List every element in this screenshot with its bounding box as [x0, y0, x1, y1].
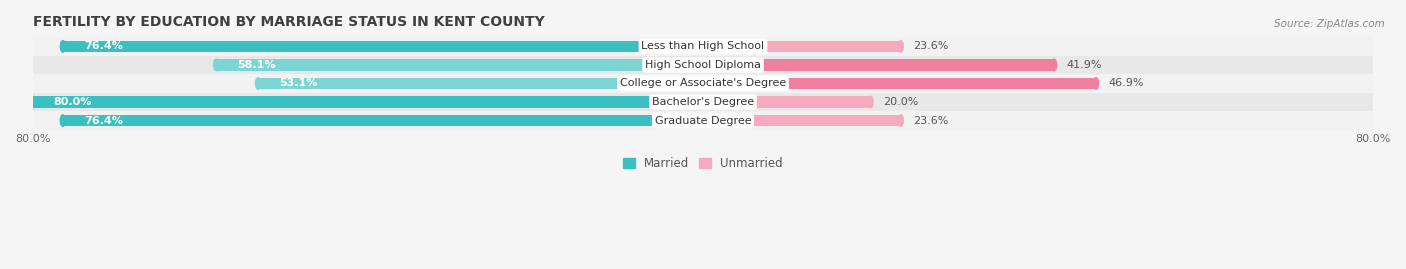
- Text: Source: ZipAtlas.com: Source: ZipAtlas.com: [1274, 19, 1385, 29]
- Text: 76.4%: 76.4%: [84, 116, 122, 126]
- Bar: [703, 115, 901, 126]
- Text: 76.4%: 76.4%: [84, 41, 122, 51]
- Bar: [63, 115, 703, 126]
- Circle shape: [898, 115, 903, 126]
- Text: High School Diploma: High School Diploma: [645, 60, 761, 70]
- Bar: [703, 41, 901, 52]
- Circle shape: [214, 59, 219, 71]
- Text: 46.9%: 46.9%: [1108, 79, 1144, 89]
- Bar: [217, 59, 703, 71]
- Circle shape: [1052, 59, 1057, 71]
- Bar: [699, 115, 707, 126]
- Bar: [32, 74, 1374, 93]
- Bar: [699, 96, 707, 108]
- Bar: [699, 41, 707, 52]
- Text: FERTILITY BY EDUCATION BY MARRIAGE STATUS IN KENT COUNTY: FERTILITY BY EDUCATION BY MARRIAGE STATU…: [32, 15, 544, 29]
- Bar: [699, 59, 707, 71]
- Text: 41.9%: 41.9%: [1067, 60, 1102, 70]
- Text: 20.0%: 20.0%: [883, 97, 918, 107]
- Bar: [32, 56, 1374, 74]
- Text: Graduate Degree: Graduate Degree: [655, 116, 751, 126]
- Circle shape: [30, 96, 35, 108]
- Bar: [699, 78, 707, 89]
- Text: College or Associate's Degree: College or Associate's Degree: [620, 79, 786, 89]
- Bar: [703, 96, 870, 108]
- Bar: [32, 96, 703, 108]
- Circle shape: [898, 41, 903, 52]
- Circle shape: [256, 78, 260, 89]
- Text: 53.1%: 53.1%: [278, 79, 318, 89]
- Bar: [703, 78, 1095, 89]
- Text: 23.6%: 23.6%: [914, 41, 949, 51]
- Circle shape: [868, 96, 873, 108]
- Circle shape: [60, 41, 66, 52]
- Circle shape: [1094, 78, 1098, 89]
- Legend: Married, Unmarried: Married, Unmarried: [619, 153, 787, 175]
- Text: 23.6%: 23.6%: [914, 116, 949, 126]
- Text: 80.0%: 80.0%: [53, 97, 91, 107]
- Bar: [259, 78, 703, 89]
- Text: Less than High School: Less than High School: [641, 41, 765, 51]
- Text: Bachelor's Degree: Bachelor's Degree: [652, 97, 754, 107]
- Bar: [703, 59, 1054, 71]
- Circle shape: [60, 115, 66, 126]
- Bar: [32, 37, 1374, 56]
- Bar: [32, 93, 1374, 111]
- Text: 58.1%: 58.1%: [238, 60, 276, 70]
- Bar: [63, 41, 703, 52]
- Bar: [32, 111, 1374, 130]
